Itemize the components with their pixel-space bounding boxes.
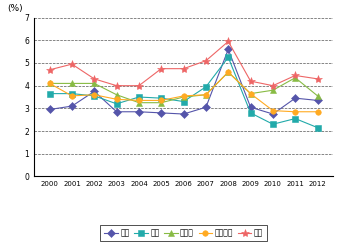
- Text: (%): (%): [7, 4, 23, 13]
- Legend: 米国, 英国, ドイツ, フランス, 日本: 米国, 英国, ドイツ, フランス, 日本: [100, 225, 267, 241]
